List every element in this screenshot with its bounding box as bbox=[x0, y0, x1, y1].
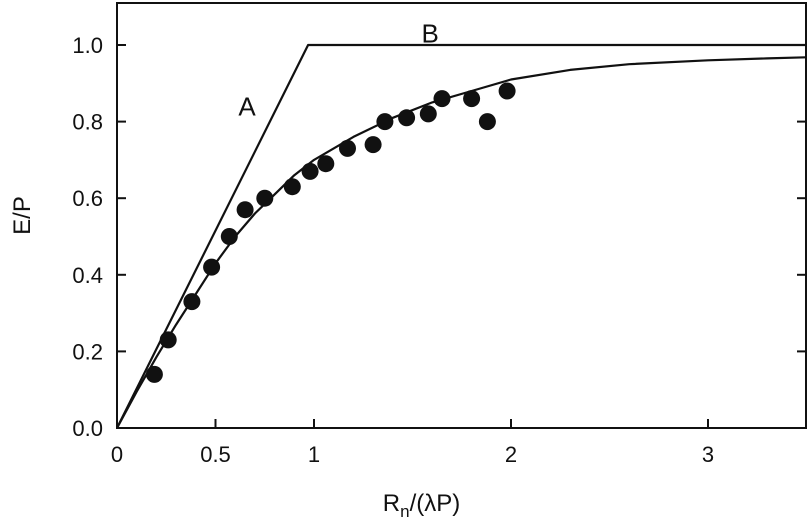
y-tick-label: 0.2 bbox=[72, 339, 103, 364]
y-tick-label: 0.4 bbox=[72, 263, 103, 288]
x-axis-title: Rn/(λP) bbox=[383, 490, 460, 521]
fitted-curve bbox=[117, 56, 806, 428]
data-point bbox=[203, 258, 221, 276]
y-tick-label: 1.0 bbox=[72, 33, 103, 58]
x-axis-title-rest: /(λP) bbox=[410, 490, 461, 517]
data-point bbox=[398, 109, 416, 127]
curves bbox=[117, 43, 806, 428]
annotation-b: B bbox=[422, 19, 439, 49]
data-point bbox=[256, 189, 274, 207]
data-point bbox=[220, 228, 238, 245]
data-point bbox=[145, 365, 163, 383]
annotation-a: A bbox=[238, 91, 256, 121]
x-tick-label: 1 bbox=[308, 442, 320, 467]
x-tick-label: 0.5 bbox=[200, 442, 231, 467]
y-tick-label: 0.8 bbox=[72, 110, 103, 135]
data-point bbox=[283, 178, 301, 196]
x-tick-label: 0 bbox=[111, 442, 123, 467]
data-point bbox=[478, 113, 496, 131]
data-point bbox=[301, 162, 319, 180]
data-point bbox=[183, 293, 201, 311]
data-points bbox=[145, 82, 516, 383]
x-tick-label: 2 bbox=[505, 442, 517, 467]
data-point bbox=[339, 139, 356, 157]
y-axis-title: E/P bbox=[9, 196, 36, 235]
data-point bbox=[236, 201, 254, 219]
data-point bbox=[317, 155, 335, 173]
x-axis-title-main: R bbox=[383, 490, 400, 517]
data-point bbox=[498, 82, 516, 100]
y-tick-label: 0.0 bbox=[72, 416, 103, 441]
y-tick-label: 0.6 bbox=[72, 186, 103, 211]
plot-area bbox=[117, 43, 806, 428]
y-axis: 0.0 0.2 0.4 0.6 0.8 1.0 bbox=[72, 33, 806, 441]
data-point bbox=[463, 90, 481, 108]
plot-frame bbox=[116, 2, 807, 429]
data-point bbox=[433, 90, 451, 108]
data-point bbox=[364, 136, 382, 154]
limit-line-a-b bbox=[117, 43, 806, 428]
data-point bbox=[376, 113, 394, 131]
data-point bbox=[159, 331, 177, 349]
annotations: AB bbox=[238, 19, 439, 122]
data-point bbox=[419, 105, 437, 123]
x-axis-title-subscript: n bbox=[400, 502, 409, 521]
x-axis: 0 0.5 1 2 3 bbox=[111, 419, 714, 467]
x-tick-label: 3 bbox=[702, 442, 714, 467]
